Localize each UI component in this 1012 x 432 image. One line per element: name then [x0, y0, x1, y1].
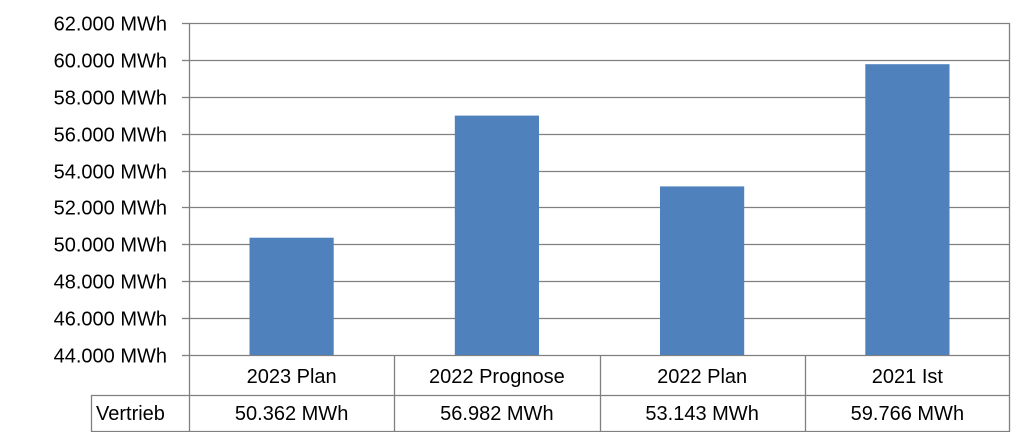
y-tick-label: 50.000 MWh: [54, 235, 167, 257]
x-category-label: 2022 Prognose: [429, 366, 565, 388]
y-axis-tick-labels: 44.000 MWh 46.000 MWh 48.000 MWh 50.000 MWh…: [54, 14, 167, 368]
x-category-label: 2022 Plan: [657, 366, 747, 388]
bar: [865, 64, 950, 355]
x-category-label: 2021 Ist: [872, 366, 944, 388]
data-table-value: 56.982 MWh: [440, 403, 553, 425]
y-tick-label: 56.000 MWh: [54, 125, 167, 147]
bar: [660, 186, 745, 355]
bars: [249, 64, 950, 355]
series-name-label: Vertrieb: [96, 403, 165, 425]
data-table-value: 59.766 MWh: [851, 403, 964, 425]
y-tick-label: 62.000 MWh: [54, 14, 167, 36]
y-tick-label: 44.000 MWh: [54, 346, 167, 368]
y-tick-label: 58.000 MWh: [54, 88, 167, 110]
y-tick-label: 46.000 MWh: [54, 309, 167, 331]
bar: [454, 115, 539, 355]
bar: [249, 237, 334, 355]
data-table-value: 50.362 MWh: [235, 403, 348, 425]
y-tick-label: 48.000 MWh: [54, 272, 167, 294]
x-category-label: 2023 Plan: [247, 366, 337, 388]
y-tick-label: 54.000 MWh: [54, 162, 167, 184]
data-table-value: 53.143 MWh: [645, 403, 758, 425]
y-tick-label: 60.000 MWh: [54, 51, 167, 73]
y-tick-label: 52.000 MWh: [54, 198, 167, 220]
